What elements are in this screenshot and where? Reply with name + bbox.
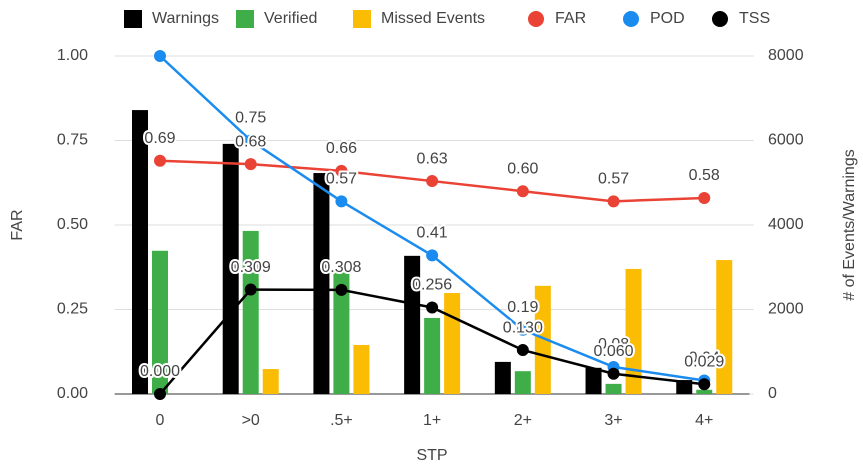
data-label: 0.69 xyxy=(144,130,175,147)
bar xyxy=(605,383,622,394)
y2-tick-label: 4000 xyxy=(768,216,804,233)
data-label: 0.000 xyxy=(140,363,180,380)
bar xyxy=(333,271,350,394)
legend-swatch xyxy=(124,10,142,28)
data-label: 0.68 xyxy=(235,133,266,150)
point xyxy=(154,50,167,62)
bar xyxy=(444,293,461,394)
legend-label: Missed Events xyxy=(381,10,485,27)
bar xyxy=(222,143,239,394)
bar xyxy=(313,173,330,394)
bar xyxy=(696,389,713,394)
y-tick-label: 1.00 xyxy=(57,47,88,64)
y-axis-title: FAR xyxy=(9,209,26,240)
y2-tick-label: 2000 xyxy=(768,301,804,318)
legend-swatch xyxy=(236,10,254,28)
point xyxy=(154,388,167,400)
data-label: 0.19 xyxy=(507,299,538,316)
data-label: 0.57 xyxy=(326,171,357,188)
x-tick-label: >0 xyxy=(242,412,260,429)
point xyxy=(335,195,348,208)
point xyxy=(426,249,439,262)
x-tick-label: 3+ xyxy=(604,412,622,429)
legend-label: Verified xyxy=(264,10,317,27)
y2-axis-title: # of Events/Warnings xyxy=(841,149,858,300)
legend-label: TSS xyxy=(739,10,770,27)
x-tick-label: 1+ xyxy=(423,412,441,429)
data-label: 0.308 xyxy=(321,259,361,276)
legend-label: FAR xyxy=(555,10,586,27)
bar xyxy=(132,110,149,394)
point xyxy=(698,191,711,204)
point xyxy=(607,367,620,380)
bar xyxy=(353,344,370,394)
legend-label: POD xyxy=(650,10,685,27)
point xyxy=(335,164,348,177)
bar xyxy=(585,367,602,394)
bar xyxy=(514,371,531,394)
legend-label: Warnings xyxy=(152,10,219,27)
data-label: 0.04 xyxy=(689,350,720,367)
bar xyxy=(424,317,441,394)
bar xyxy=(534,285,551,394)
point xyxy=(426,301,439,314)
point xyxy=(244,158,257,171)
bar xyxy=(404,255,421,394)
bar xyxy=(242,230,259,394)
y2-tick-label: 0 xyxy=(768,385,777,402)
data-label: 0.60 xyxy=(507,160,538,177)
point xyxy=(244,134,257,147)
point xyxy=(426,175,439,188)
point xyxy=(244,283,257,296)
y-tick-label: 0.50 xyxy=(57,216,88,233)
data-label: 0.256 xyxy=(412,277,452,294)
x-tick-label: .5+ xyxy=(330,412,353,429)
data-label: 0.66 xyxy=(326,140,357,157)
point xyxy=(516,185,529,198)
data-label: 0.63 xyxy=(417,150,448,167)
legend-swatch xyxy=(528,11,544,27)
data-label: 0.57 xyxy=(598,171,629,188)
point xyxy=(607,195,620,208)
data-label: 0.130 xyxy=(503,319,543,336)
data-label: 0.029 xyxy=(684,353,724,370)
y-tick-label: 0.25 xyxy=(57,301,88,318)
legend-swatch xyxy=(353,10,371,28)
legend-swatch xyxy=(623,11,639,27)
data-label: 0.060 xyxy=(594,343,634,360)
point xyxy=(698,378,711,391)
y-tick-label: 0.00 xyxy=(57,385,88,402)
x-tick-label: 0 xyxy=(156,412,165,429)
bar xyxy=(625,268,642,394)
data-label: 0.41 xyxy=(417,225,448,242)
point xyxy=(154,154,167,167)
y-tick-label: 0.75 xyxy=(57,132,88,149)
bar xyxy=(494,361,511,394)
data-label: 0.08 xyxy=(598,336,629,353)
point xyxy=(516,344,529,357)
x-axis-title: STP xyxy=(416,447,447,464)
y2-tick-label: 6000 xyxy=(768,132,804,149)
point xyxy=(516,323,529,336)
x-tick-label: 2+ xyxy=(514,412,532,429)
bar xyxy=(262,369,279,394)
bar xyxy=(716,260,733,394)
y2-tick-label: 8000 xyxy=(768,47,804,64)
data-label: 0.309 xyxy=(231,259,271,276)
bar xyxy=(152,250,169,394)
point xyxy=(335,283,348,296)
legend-swatch xyxy=(712,11,728,27)
x-tick-label: 4+ xyxy=(695,412,713,429)
data-label: 0.58 xyxy=(689,167,720,184)
data-label: 0.75 xyxy=(235,110,266,127)
